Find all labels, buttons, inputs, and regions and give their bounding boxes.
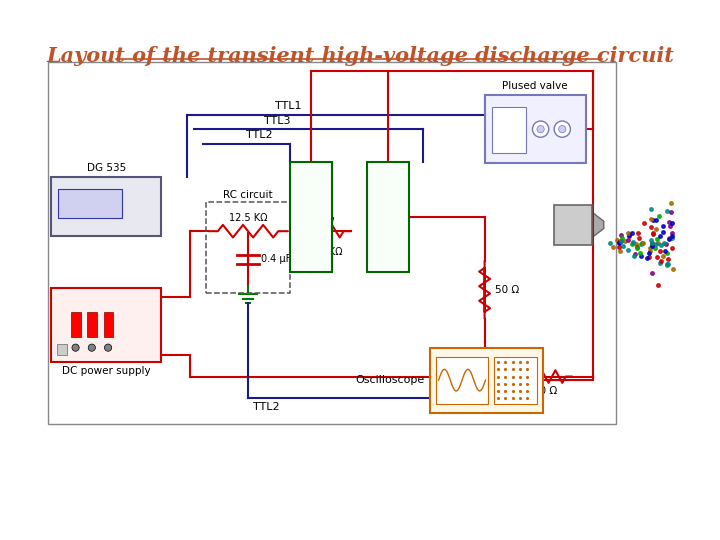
Text: 12.5 KΩ: 12.5 KΩ <box>229 213 267 223</box>
Circle shape <box>104 344 112 351</box>
Bar <box>51 177 161 235</box>
Bar <box>485 95 586 164</box>
Bar <box>207 202 289 293</box>
Text: DC power supply: DC power supply <box>62 366 150 376</box>
Bar <box>492 107 526 153</box>
Text: driver: driver <box>520 98 551 109</box>
Circle shape <box>533 121 549 137</box>
Text: 0~20 KΩ: 0~20 KΩ <box>299 247 342 258</box>
Bar <box>436 357 488 403</box>
Bar <box>51 288 161 362</box>
Text: FHVS2: FHVS2 <box>383 201 393 233</box>
Circle shape <box>537 125 544 133</box>
Bar <box>367 161 409 272</box>
Bar <box>57 344 68 355</box>
Text: RC circuit: RC circuit <box>223 190 273 200</box>
Bar <box>58 189 122 218</box>
Bar <box>554 205 592 245</box>
Bar <box>104 312 114 337</box>
Text: 50 Ω: 50 Ω <box>495 285 520 295</box>
Text: TTL1: TTL1 <box>274 101 301 111</box>
Text: pulse generator: pulse generator <box>65 180 148 191</box>
Circle shape <box>72 344 79 351</box>
Bar <box>87 312 97 337</box>
Text: 0.4 μF: 0.4 μF <box>261 254 291 264</box>
Text: -HV: -HV <box>126 319 148 329</box>
Text: Plused valve: Plused valve <box>503 81 568 91</box>
Circle shape <box>559 125 566 133</box>
Text: 10 Ω: 10 Ω <box>533 386 557 396</box>
Text: TTL2: TTL2 <box>246 130 272 140</box>
Bar <box>290 161 332 272</box>
Text: FHVS1: FHVS1 <box>306 201 316 233</box>
Text: Layout of the transient high-voltage discharge circuit: Layout of the transient high-voltage dis… <box>46 46 674 66</box>
Text: TTL3: TTL3 <box>264 116 290 125</box>
Circle shape <box>554 121 570 137</box>
Polygon shape <box>592 212 604 238</box>
Text: DG 535: DG 535 <box>86 164 126 173</box>
Bar <box>48 62 616 423</box>
Bar <box>431 348 544 413</box>
Bar <box>494 357 537 403</box>
Circle shape <box>89 344 96 351</box>
Text: TTL2: TTL2 <box>253 402 279 412</box>
Text: Oscilloscope: Oscilloscope <box>356 375 425 385</box>
Bar <box>71 312 81 337</box>
